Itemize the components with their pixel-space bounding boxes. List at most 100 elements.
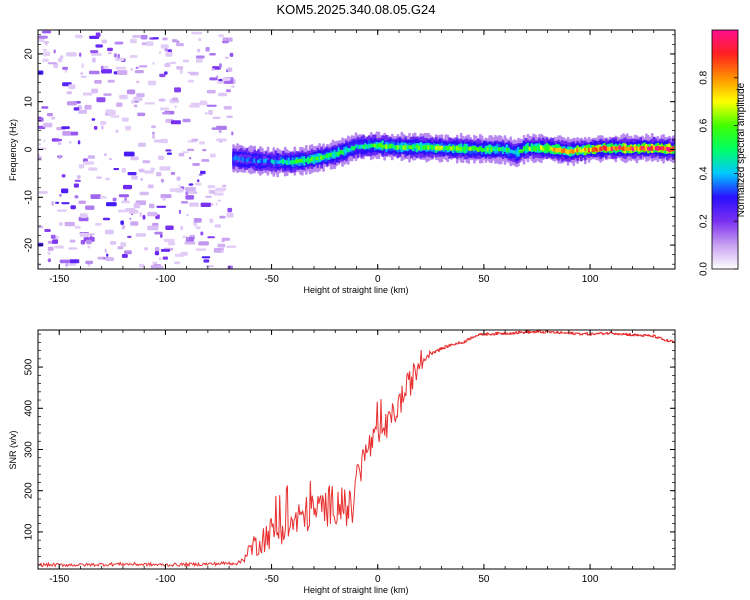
y-tick-label: 20 (24, 48, 35, 60)
heatmap-cell (108, 110, 116, 115)
heatmap-cell (43, 122, 53, 128)
heatmap-cell (95, 223, 102, 226)
heatmap-cell (170, 120, 181, 125)
heatmap-cell (176, 176, 181, 181)
heatmap-cell (50, 116, 56, 120)
y-tick-label: 400 (24, 400, 35, 417)
heatmap-cell (200, 202, 211, 207)
heatmap-cell (118, 194, 129, 198)
heatmap-cell (133, 203, 141, 209)
heatmap-cell (115, 57, 125, 61)
heatmap-cell (96, 97, 106, 103)
heatmap-cell (209, 53, 216, 56)
heatmap-cell (81, 63, 84, 68)
heatmap-cell (218, 129, 222, 133)
heatmap-cell (142, 160, 151, 164)
heatmap-cell (197, 48, 201, 53)
heatmap-cell (216, 125, 227, 130)
heatmap-cell (180, 201, 189, 204)
heatmap-cell (159, 73, 166, 78)
heatmap-cell (69, 239, 76, 243)
heatmap-ridge-cell (371, 143, 375, 148)
heatmap-cell (211, 127, 218, 130)
heatmap-cell (70, 205, 76, 210)
heatmap-cell (226, 245, 237, 248)
y-tick-label: 10 (24, 96, 35, 108)
heatmap-cell (131, 175, 138, 180)
heatmap-cell (200, 231, 204, 236)
snr-panel: -150 -100 -50 0 50 100 100 200 300 400 500 Height… (8, 329, 676, 595)
heatmap-cell (86, 239, 92, 245)
x-tick-label: -100 (155, 274, 175, 285)
x-tick-label: -150 (49, 274, 69, 285)
heatmap-ridge-cell (423, 144, 426, 150)
spectrogram-ylabel: Frequency (Hz) (8, 119, 18, 181)
heatmap-cell (221, 238, 225, 243)
heatmap-cell (160, 44, 169, 49)
heatmap-ridge-cell (457, 147, 461, 151)
heatmap-cell (129, 55, 138, 58)
x-tick-label: -50 (264, 574, 279, 585)
heatmap-cell (117, 246, 124, 250)
heatmap-cell (58, 57, 63, 63)
heatmap-cell (121, 224, 126, 230)
heatmap-cell (38, 225, 44, 229)
heatmap-cell (182, 118, 191, 123)
heatmap-cell (88, 233, 95, 236)
heatmap-cell (107, 47, 113, 52)
heatmap-cell (160, 178, 165, 183)
heatmap-cell (156, 172, 162, 177)
y-tick-label: 500 (24, 358, 35, 375)
heatmap-ridge-cell (232, 156, 235, 161)
heatmap-cell (176, 66, 184, 70)
heatmap-cell (131, 99, 135, 104)
heatmap-cell (43, 140, 46, 143)
heatmap-cell (62, 131, 71, 136)
heatmap-cell (117, 53, 120, 59)
heatmap-cell (38, 156, 42, 161)
colorbar-bar (711, 29, 739, 270)
heatmap-cell (105, 257, 114, 262)
spectrogram-xlabel: Height of straight line (km) (303, 285, 408, 295)
heatmap-cell (165, 51, 173, 57)
heatmap-cell (189, 156, 192, 160)
heatmap-cell (154, 139, 164, 143)
heatmap-cell (105, 229, 114, 235)
heatmap-cell (162, 197, 167, 201)
heatmap-cell (136, 93, 145, 98)
heatmap-cell (208, 110, 213, 115)
heatmap-cell (75, 34, 83, 39)
heatmap-cell (42, 48, 47, 52)
heatmap-ridge-cell (440, 145, 444, 150)
heatmap-cell (218, 92, 228, 97)
heatmap-cell (201, 256, 211, 259)
heatmap-cell (120, 242, 126, 247)
heatmap-cell (231, 85, 235, 88)
heatmap-cell (191, 138, 199, 142)
heatmap-cell (162, 37, 168, 41)
heatmap-cell (163, 238, 175, 242)
heatmap-cell (206, 104, 217, 107)
heatmap-cell (123, 184, 132, 190)
heatmap-cell (41, 30, 52, 34)
heatmap-ridge-cell (562, 148, 566, 153)
heatmap-ridge-cell (526, 145, 530, 150)
heatmap-cell (195, 59, 203, 63)
heatmap-cell (132, 35, 141, 38)
heatmap-cell (138, 142, 146, 147)
x-tick-label: -100 (155, 574, 175, 585)
colorbar-tick-label: 0.8 (699, 70, 710, 84)
heatmap-cell (80, 75, 87, 78)
heatmap-cell (93, 126, 98, 130)
heatmap-cell (50, 234, 56, 239)
heatmap-cell (159, 265, 164, 269)
heatmap-cell (165, 225, 174, 230)
heatmap-cell (66, 91, 72, 95)
heatmap-cell (195, 226, 201, 230)
heatmap-cell (127, 235, 132, 238)
heatmap-ridge-cell (631, 147, 635, 152)
heatmap-ridge-cell (648, 146, 652, 151)
colorbar-tick-label: 0.4 (699, 166, 710, 180)
heatmap-cell (78, 164, 85, 169)
heatmap-cell (215, 187, 225, 192)
